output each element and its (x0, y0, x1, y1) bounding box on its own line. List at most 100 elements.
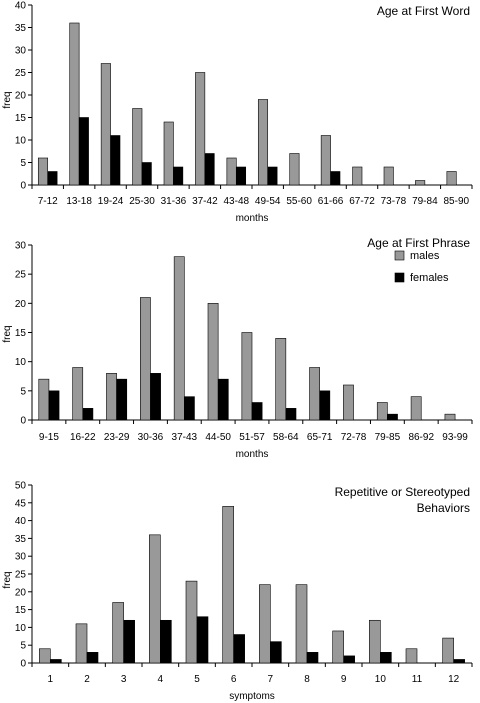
y-tick-label: 30 (15, 241, 27, 252)
y-tick-label: 5 (20, 386, 26, 397)
x-tick-label: 49-54 (255, 196, 281, 207)
y-tick-label: 25 (15, 270, 27, 281)
y-tick-label: 0 (20, 416, 26, 427)
y-tick-label: 25 (15, 68, 27, 79)
bar-series-1-31-36 (163, 121, 174, 186)
x-tick-label: 25-30 (129, 196, 155, 207)
y-tick-label: 50 (15, 481, 27, 492)
bar-females-30-36 (150, 373, 161, 421)
y-tick-label: 15 (15, 605, 27, 616)
bar-females-65-71 (319, 390, 331, 421)
bar-series-2-25-30 (141, 162, 152, 186)
x-tick-label: 73-78 (381, 196, 407, 207)
bar-series-2-9 (343, 655, 355, 664)
bar-series-1-7-12 (37, 157, 49, 186)
bar-males-72-78 (343, 384, 354, 421)
y-tick-label: 15 (15, 328, 27, 339)
bar-series-2-49-54 (267, 166, 278, 186)
bar-females-51-57 (251, 402, 263, 421)
bar-males-79-85 (376, 402, 388, 421)
bar-series-1-37-42 (195, 72, 206, 186)
bar-males-86-92 (410, 396, 422, 421)
x-tick-label: 16-22 (70, 432, 96, 443)
legend-swatch-females (394, 272, 405, 283)
y-tick-label: 20 (15, 299, 27, 310)
bar-males-23-29 (106, 373, 117, 421)
y-axis-label: freq (2, 91, 13, 108)
bar-series-1-67-72 (352, 166, 363, 186)
x-tick-label: 1 (48, 674, 54, 685)
x-tick-label: 79-84 (412, 196, 438, 207)
x-tick-label: 8 (304, 674, 310, 685)
chart-title: Age at First Phrase (367, 236, 470, 250)
y-tick-label: 5 (20, 641, 26, 652)
x-tick-label: 55-60 (286, 196, 312, 207)
bar-series-1-49-54 (257, 99, 269, 186)
chart-1: 0 5 10 15 20 25 30 35 40 freq 7-12 13-18 19-24 25-30 3… (2, 1, 473, 224)
bar-series-1-3 (112, 602, 124, 664)
x-tick-label: 37-43 (172, 432, 198, 443)
x-tick-label: 43-48 (223, 196, 249, 207)
x-tick-label: 10 (375, 674, 387, 685)
bar-males-16-22 (72, 367, 84, 421)
bar-females-23-29 (116, 378, 128, 421)
bar-series-1-25-30 (132, 108, 143, 186)
y-tick-label: 15 (15, 113, 27, 124)
bar-series-2-12 (453, 659, 465, 664)
x-tick-label: 11 (412, 674, 423, 685)
bar-series-1-8 (295, 584, 308, 664)
bar-series-2-1 (50, 659, 62, 664)
x-tick-label: 3 (121, 674, 127, 685)
bar-series-1-73-78 (383, 166, 394, 186)
x-tick-label: 67-72 (349, 196, 375, 207)
bar-series-1-1 (39, 648, 51, 664)
x-tick-label: 23-29 (104, 432, 130, 443)
chart-title-line2: Behaviors (417, 501, 470, 515)
bar-females-9-15 (48, 390, 60, 421)
bar-series-2-31-36 (173, 166, 184, 186)
bar-females-16-22 (82, 408, 94, 421)
bar-series-2-7 (270, 641, 282, 664)
y-tick-label: 45 (15, 498, 27, 509)
y-tick-label: 20 (15, 587, 27, 598)
legend-label-females: females (410, 272, 449, 284)
x-tick-label: 5 (194, 674, 200, 685)
bar-males-37-43 (173, 256, 185, 421)
x-tick-label: 93-99 (442, 432, 468, 443)
x-tick-label: 13-18 (66, 196, 92, 207)
bar-series-2-10 (380, 652, 392, 664)
y-tick-label: 30 (15, 46, 27, 57)
bar-series-2-61-66 (330, 171, 341, 186)
bar-series-1-61-66 (320, 135, 331, 186)
bar-series-2-4 (160, 619, 172, 664)
y-tick-label: 10 (15, 136, 27, 147)
bar-females-58-64 (285, 408, 297, 421)
bar-males-44-50 (207, 303, 219, 421)
y-tick-label: 25 (15, 570, 27, 581)
x-tick-label: 19-24 (98, 196, 124, 207)
x-tick-label: 72-78 (341, 432, 367, 443)
y-tick-label: 30 (15, 552, 27, 563)
bar-males-65-71 (309, 367, 320, 421)
x-tick-label: 61-66 (318, 196, 344, 207)
bar-series-1-5 (185, 580, 198, 664)
x-tick-label: 37-42 (192, 196, 218, 207)
bar-females-79-85 (387, 413, 398, 421)
bar-series-2-8 (306, 652, 319, 664)
bar-males-30-36 (140, 297, 151, 421)
y-tick-label: 35 (15, 534, 27, 545)
bar-series-2-6 (233, 634, 245, 664)
x-tick-label: 2 (84, 674, 90, 685)
y-tick-label: 10 (15, 623, 27, 634)
x-tick-label: 30-36 (138, 432, 164, 443)
bar-males-51-57 (241, 332, 253, 421)
bar-females-37-43 (184, 396, 195, 421)
x-tick-label: 44-50 (205, 432, 231, 443)
y-tick-label: 0 (20, 181, 26, 192)
bar-males-58-64 (275, 338, 287, 421)
bar-series-1-13-18 (69, 22, 80, 186)
x-axis-label: months (236, 213, 269, 224)
bar-series-2-37-42 (204, 153, 215, 186)
